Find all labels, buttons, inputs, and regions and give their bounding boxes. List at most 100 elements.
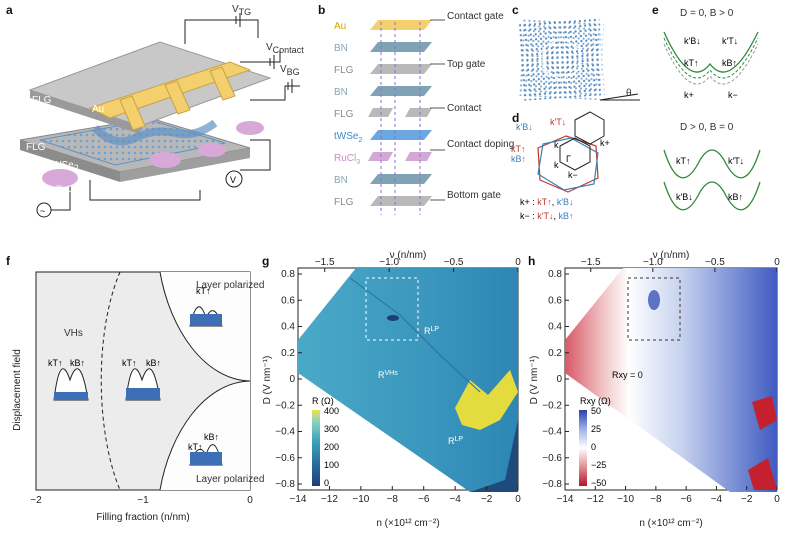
callout-top-gate: Top gate xyxy=(447,59,486,70)
svg-text:kB↑: kB↑ xyxy=(722,58,737,68)
svg-text:Layer polarized: Layer polarized xyxy=(196,474,264,485)
y-tick-label: −0.2 xyxy=(542,400,562,411)
g-cbar-title: R (Ω) xyxy=(312,396,334,406)
stack-layer xyxy=(405,152,432,161)
e-title-top: D = 0, B > 0 xyxy=(680,8,734,19)
stack-layer xyxy=(370,86,432,96)
svg-text:kT↑: kT↑ xyxy=(684,58,699,68)
rucl3-flake xyxy=(42,169,78,187)
voltmeter-symbol xyxy=(225,170,243,188)
stack-layer xyxy=(405,108,432,117)
mini-bz xyxy=(574,111,605,145)
svg-text:k′T↓: k′T↓ xyxy=(728,156,744,166)
svg-text:0: 0 xyxy=(324,478,329,488)
svg-text:k′T↓: k′T↓ xyxy=(550,117,566,127)
g-zoom-box xyxy=(365,277,419,341)
y-tick-label: −0.4 xyxy=(275,427,295,438)
svg-text:kT↑: kT↑ xyxy=(48,358,63,368)
stack-layer xyxy=(370,130,432,140)
svg-text:k+: k+ xyxy=(684,90,694,100)
x-tick-label: −6 xyxy=(680,494,692,505)
svg-text:c: c xyxy=(512,3,519,17)
svg-text:V: V xyxy=(230,175,236,185)
y-tick-label: 0.2 xyxy=(281,348,295,359)
panel-g: g R (Ω) 400 300 200 100 0 RLP RVHs RLP −… xyxy=(262,250,521,529)
svg-text:k: k xyxy=(554,160,559,170)
y-tick-label: −0.6 xyxy=(542,453,562,464)
x-tick-label: −10 xyxy=(352,494,369,505)
svg-text:k−: k− xyxy=(568,170,578,180)
f-phase-boundary-top xyxy=(159,271,251,382)
bz-blue xyxy=(537,137,599,191)
e-title-bot: D > 0, B = 0 xyxy=(680,122,734,133)
svg-text:0: 0 xyxy=(591,442,596,452)
svg-text:k: k xyxy=(554,140,559,150)
x-tick-label: −14 xyxy=(557,494,574,505)
d-legend-line1: k+ : kT↑, k′B↓ xyxy=(520,197,574,207)
svg-text:300: 300 xyxy=(324,424,339,434)
svg-text:e: e xyxy=(652,3,659,17)
y-tick-label: 0.6 xyxy=(281,295,295,306)
g-colorbar xyxy=(312,410,320,486)
y-tick-label: −0.6 xyxy=(275,453,295,464)
panel-c: c θ xyxy=(512,3,640,101)
y-tick-label: 0 xyxy=(556,374,562,385)
svg-text:−50: −50 xyxy=(591,478,606,488)
svg-text:g: g xyxy=(262,254,269,268)
layer-stack: Au BN FLG BN FLG tWSe2 RuCl3 BN FLG xyxy=(334,20,432,208)
svg-text:kT↑: kT↑ xyxy=(196,286,211,296)
h-xlabel: n (×10¹² cm⁻²) xyxy=(639,518,702,529)
stack-layer-label: RuCl3 xyxy=(334,153,360,166)
svg-text:0: 0 xyxy=(247,495,253,506)
y-tick-label: 0.6 xyxy=(548,295,562,306)
vbg-label: VBG xyxy=(280,64,300,77)
svg-text:d: d xyxy=(512,111,519,125)
svg-text:−25: −25 xyxy=(591,460,606,470)
x-tick-label: −8 xyxy=(650,494,662,505)
svg-text:Layer polarized: Layer polarized xyxy=(196,280,264,291)
panel-d: d k′B↓ k′T↓ kT↑ kB↑ Γ k+ k− k k k+ : kT↑… xyxy=(511,111,610,221)
vtg-label: VTG xyxy=(232,4,251,17)
h-neg-region xyxy=(752,396,777,430)
y-tick-label: 0.8 xyxy=(281,269,295,280)
x-tick-label: 0 xyxy=(774,494,780,505)
svg-text:kB↑: kB↑ xyxy=(511,154,526,164)
svg-text:k′B↓: k′B↓ xyxy=(684,36,701,46)
x-tick-label: −12 xyxy=(321,494,338,505)
moire-hexagon xyxy=(542,37,580,81)
x-tick-label: −4 xyxy=(449,494,461,505)
theta-label: θ xyxy=(626,88,632,99)
svg-text:400: 400 xyxy=(324,406,339,416)
g-ann-rlp-top: RLP xyxy=(424,326,439,336)
x-tick-label: −10 xyxy=(617,494,634,505)
f-ylabel: Displacement field xyxy=(12,349,23,431)
x-tick-label: −4 xyxy=(711,494,723,505)
svg-text:k+: k+ xyxy=(600,138,610,148)
h-zoom-box xyxy=(627,277,681,341)
svg-text:kB↑: kB↑ xyxy=(70,358,85,368)
svg-text:−2: −2 xyxy=(30,495,42,506)
panel-h: h Rxy (Ω) 50 25 0 −25 −50 Rxy = 0 −14 −12… xyxy=(528,250,780,529)
flg-top-label: FLG xyxy=(32,95,52,106)
stack-layer xyxy=(370,196,432,206)
top-tick-label: 0 xyxy=(515,257,521,268)
g-axes: −14 −12 −10 −8 −6 −4 −2 0 0.8 0.6 0.4 0.2 0 −0.2 −0.4 −… xyxy=(275,257,521,505)
svg-text:Γ: Γ xyxy=(566,154,571,164)
top-tick-label: −0.5 xyxy=(705,257,725,268)
y-tick-label: 0.4 xyxy=(281,322,295,333)
stack-layer-label: BN xyxy=(334,43,348,54)
h-ylabel: D (V nm⁻¹) xyxy=(529,356,540,405)
stack-layer xyxy=(370,174,432,184)
band-bot-1 xyxy=(663,149,761,179)
svg-text:k′T↓: k′T↓ xyxy=(722,36,738,46)
stack-layer-label: FLG xyxy=(334,65,354,76)
top-tick-label: −0.5 xyxy=(444,257,464,268)
vcontact-label: VContact xyxy=(266,42,304,55)
top-tick-label: −1.0 xyxy=(379,257,399,268)
stack-layer xyxy=(370,20,432,30)
top-tick-label: −1.5 xyxy=(581,257,601,268)
y-tick-label: 0 xyxy=(289,374,295,385)
y-tick-label: −0.8 xyxy=(275,479,295,490)
x-tick-label: −8 xyxy=(387,494,399,505)
